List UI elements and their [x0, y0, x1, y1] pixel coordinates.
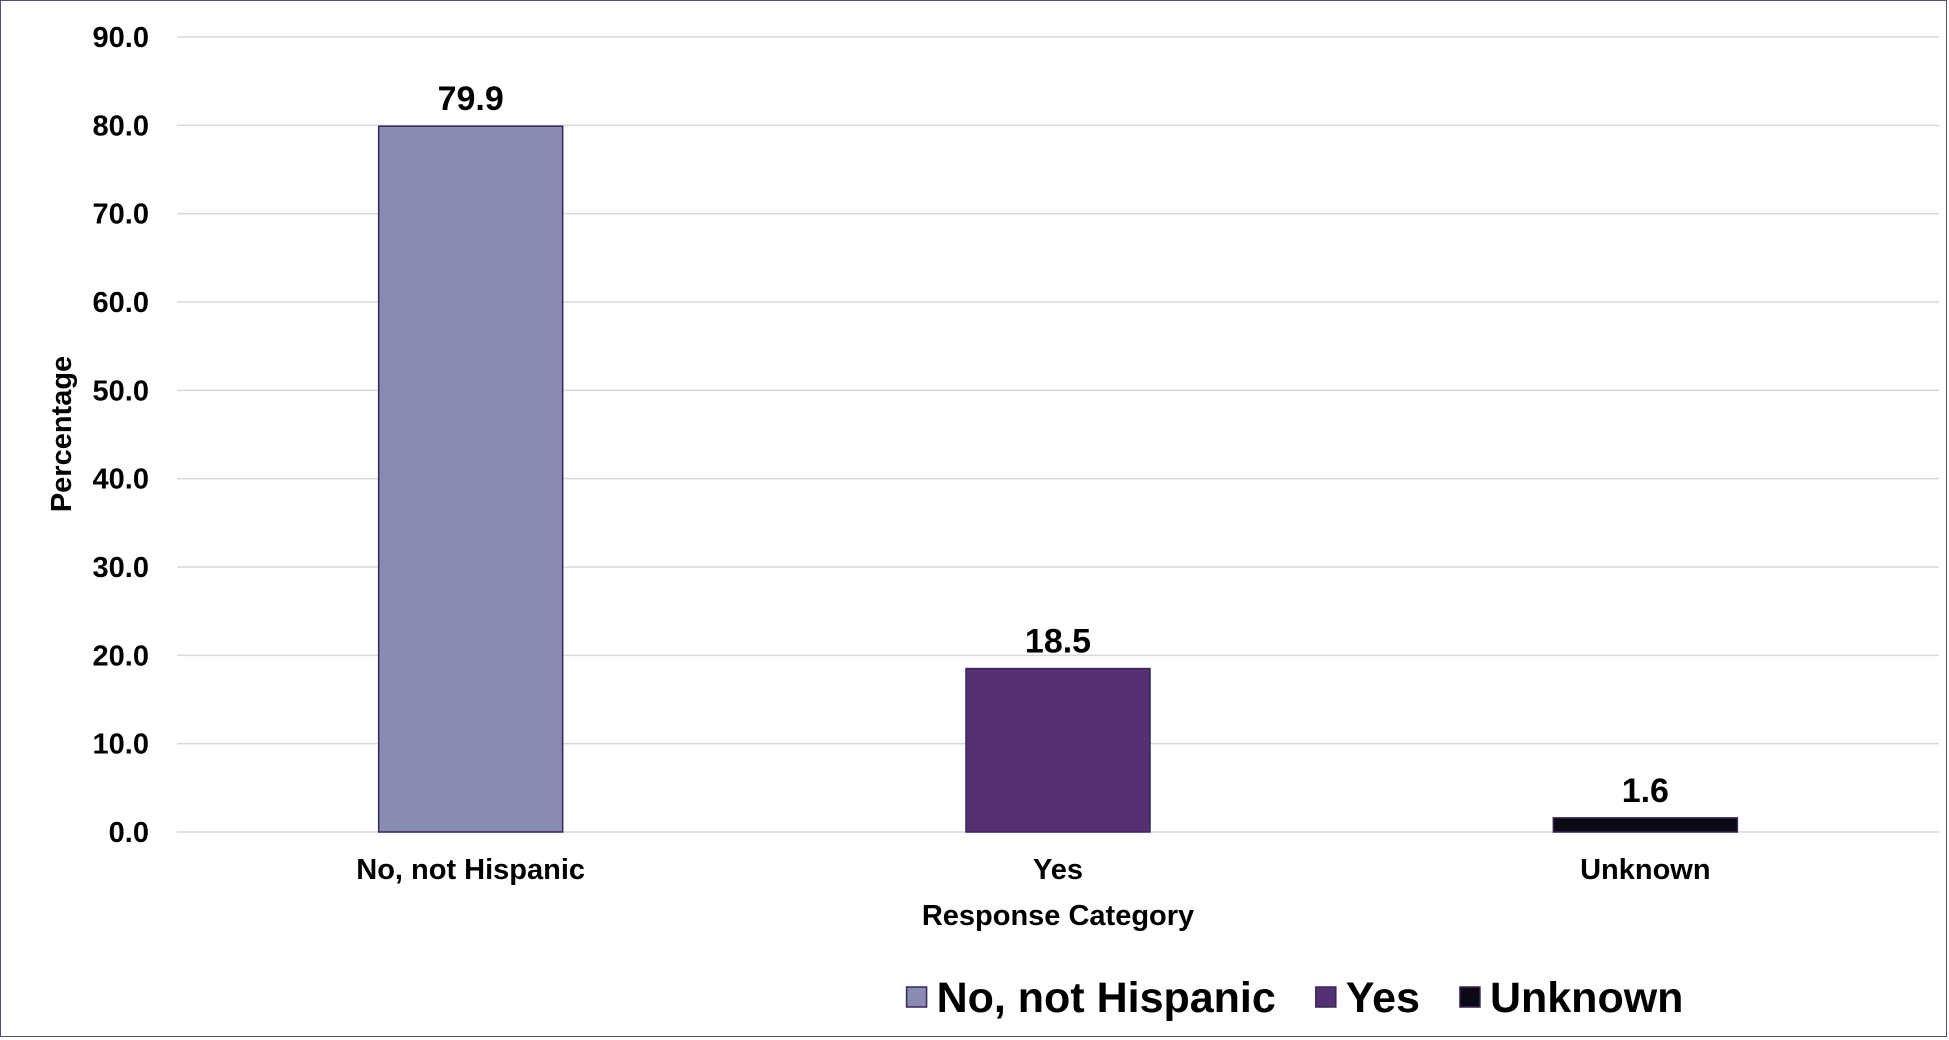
y-tick-label: 40.0 — [93, 464, 149, 496]
y-tick-label: 80.0 — [93, 110, 149, 142]
bar-yes — [965, 667, 1151, 833]
legend: No, not Hispanic Yes Unknown — [905, 974, 1683, 1022]
x-axis-categories: No, not Hispanic Yes Unknown — [356, 854, 1710, 886]
legend-label: No, not Hispanic — [937, 974, 1276, 1022]
value-labels: 79.9 18.5 1.6 — [438, 80, 1669, 810]
x-category-label: Unknown — [1580, 854, 1711, 886]
bar-unknown — [1552, 817, 1739, 833]
value-label: 18.5 — [1025, 623, 1091, 661]
value-label: 1.6 — [1622, 772, 1669, 810]
y-tick-label: 70.0 — [93, 199, 149, 231]
y-tick-label: 20.0 — [93, 640, 149, 672]
y-tick-label: 30.0 — [93, 552, 149, 584]
legend-swatch — [1459, 986, 1481, 1008]
bars — [377, 125, 1739, 833]
legend-label: Yes — [1346, 974, 1420, 1022]
x-axis-title: Response Category — [922, 900, 1194, 932]
legend-swatch — [905, 986, 928, 1008]
x-category-label: No, not Hispanic — [356, 854, 585, 886]
bar-no-not-hispanic — [377, 125, 564, 833]
legend-label: Unknown — [1490, 974, 1683, 1022]
y-tick-label: 90.0 — [93, 22, 149, 54]
y-axis-title: Percentage — [46, 356, 78, 512]
y-tick-label: 0.0 — [109, 817, 149, 849]
legend-swatch — [1315, 986, 1337, 1008]
y-tick-label: 60.0 — [93, 287, 149, 319]
y-axis-ticks: 0.0 10.0 20.0 30.0 40.0 50.0 60.0 70.0 80.0 90.0 — [93, 22, 149, 849]
x-category-label: Yes — [1033, 854, 1083, 886]
y-tick-label: 50.0 — [93, 375, 149, 407]
value-label: 79.9 — [438, 80, 504, 118]
y-tick-label: 10.0 — [93, 729, 149, 761]
